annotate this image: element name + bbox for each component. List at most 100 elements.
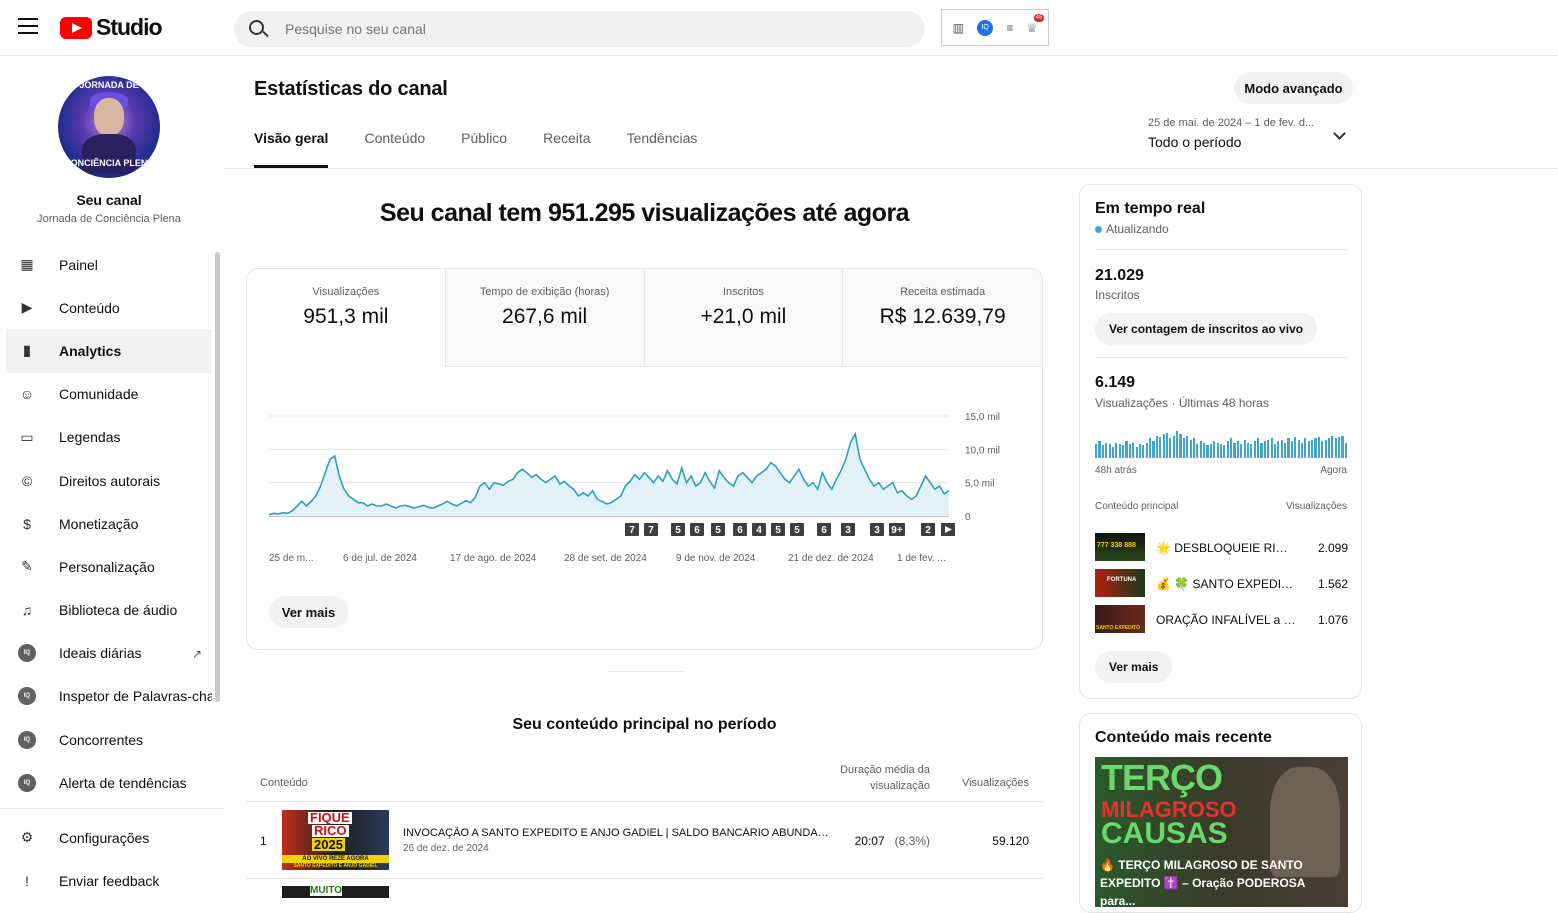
live-subs-button[interactable]: Ver contagem de inscritos ao vivo <box>1095 313 1318 345</box>
divider <box>1095 357 1348 358</box>
series-area <box>269 434 949 516</box>
realtime-bar <box>1260 442 1263 458</box>
views-48h-count: 6.149 <box>1095 374 1136 391</box>
thumb-word: FIQUE <box>308 810 352 825</box>
sidebar-item-feedback[interactable]: ! Enviar feedback <box>6 859 212 902</box>
tab-receita[interactable]: Receita <box>543 130 591 146</box>
realtime-bar <box>1192 438 1196 458</box>
list-item[interactable]: SANTO EXPEDITO ORAÇÃO INFALÍVEL a SANTO … <box>1095 605 1348 635</box>
recent-thumbnail[interactable]: TERÇO MILAGROSO CAUSAS <box>1095 757 1348 907</box>
realtime-bar <box>1098 441 1101 458</box>
sidebar-item-configuracoes[interactable]: ⚙ Configurações <box>6 816 212 859</box>
marker-next-icon[interactable] <box>941 523 955 536</box>
views-chart[interactable]: 0 5,0 mil 10,0 mil 15,0 mil 7 7 5 6 5 6 4 5 5 6 3 3 9+ 2 2… <box>247 399 1043 589</box>
metric-revenue[interactable]: Receita estimada R$ 12.639,79 <box>843 269 1042 367</box>
channel-subtitle: Jornada de Conciência Plena <box>37 213 181 225</box>
list-icon[interactable]: ≡ <box>1006 20 1014 35</box>
video-marker[interactable]: 2 <box>921 523 935 536</box>
search-icon[interactable] <box>249 20 264 35</box>
metric-views[interactable]: Visualizações 951,3 mil <box>247 269 446 367</box>
analytics-icon: ▮ <box>23 342 31 359</box>
realtime-bar <box>1287 438 1290 458</box>
sidebar-scrollbar[interactable] <box>215 252 220 702</box>
see-more-button[interactable]: Ver mais <box>269 596 348 628</box>
tab-visao-geral[interactable]: Visão geral <box>254 130 329 168</box>
channel-name: Seu canal <box>76 192 142 208</box>
col-views[interactable]: Visualizações <box>961 777 1029 789</box>
realtime-bar <box>1108 444 1111 458</box>
rt-col-content: Conteúdo principal <box>1095 501 1179 512</box>
period-selector[interactable]: 25 de mai. de 2024 – 1 de fev. d... Todo… <box>1148 117 1358 150</box>
sidebar-item-personalizacao[interactable]: ✎ Personalização <box>6 545 212 588</box>
sidebar-nav: ▦ Painel ▶ Conteúdo ▮ Analytics ☺ Comunidade… <box>6 243 212 804</box>
sidebar-item-concorrentes[interactable]: IQ Concorrentes <box>6 718 212 761</box>
table-header: Conteúdo Duração média da visualização V… <box>246 760 1043 802</box>
table-row[interactable]: 1 FIQUE RICO 2025 AO VIVO REZE AGORA SAN… <box>246 803 1043 879</box>
trophy-icon[interactable]: ♕ 46 <box>1026 13 1045 35</box>
channel-avatar[interactable]: JORNADA DE CONCIÊNCIA PLENA <box>58 76 160 178</box>
realtime-bar <box>1216 442 1219 458</box>
video-marker[interactable]: 3 <box>841 523 855 536</box>
video-marker[interactable]: 6 <box>733 523 747 536</box>
x-tick-label: 21 de dez. de 2024 <box>788 553 874 564</box>
list-item[interactable]: FORTUNA 💰 🍀 SANTO EXPEDITO 1.562 <box>1095 569 1348 599</box>
divider <box>1095 249 1348 250</box>
sidebar-item-label: Personalização <box>59 558 155 575</box>
sidebar-item-painel[interactable]: ▦ Painel <box>6 243 212 286</box>
video-title[interactable]: INVOCAÇÃO A SANTO EXPEDITO E ANJO GADIEL… <box>403 827 833 839</box>
realtime-bar <box>1122 445 1125 458</box>
video-marker[interactable]: 9+ <box>889 523 905 536</box>
sidebar-item-inspetor[interactable]: IQ Inspetor de Palavras-chave <box>6 675 212 718</box>
tab-publico[interactable]: Público <box>461 130 508 146</box>
realtime-bar <box>1118 444 1121 458</box>
video-marker[interactable]: 6 <box>690 523 704 536</box>
advanced-mode-button[interactable]: Modo avançado <box>1234 72 1353 104</box>
menu-icon[interactable] <box>18 18 38 34</box>
video-marker[interactable]: 7 <box>625 523 639 536</box>
bar-chart-icon[interactable]: ▥ <box>952 20 964 35</box>
tab-tendencias[interactable]: Tendências <box>626 130 698 146</box>
col-duration[interactable]: Duração média da visualização <box>840 764 930 792</box>
list-item[interactable]: 777 338 888 🌟 DESBLOQUEIE RIQUEZA 2.099 <box>1095 533 1348 563</box>
metric-subscribers[interactable]: Inscritos +21,0 mil <box>644 269 844 367</box>
video-marker[interactable]: 5 <box>790 523 804 536</box>
svg-text:2: 2 <box>925 525 931 536</box>
video-marker[interactable]: 5 <box>671 523 685 536</box>
video-thumbnail[interactable]: FIQUE RICO 2025 AO VIVO REZE AGORA SANTO… <box>282 810 389 870</box>
sidebar-item-monetizacao[interactable]: $ Monetização <box>6 502 212 545</box>
studio-logo[interactable]: Studio <box>60 14 163 41</box>
sidebar-item-label: Inspetor de Palavras-chave <box>58 688 212 705</box>
realtime-see-more-button[interactable]: Ver mais <box>1095 651 1173 683</box>
metric-watch-time[interactable]: Tempo de exibição (horas) 267,6 mil <box>445 269 645 367</box>
subs-label: Inscritos <box>1095 288 1140 302</box>
sidebar-item-direitos[interactable]: © Direitos autorais <box>6 459 212 502</box>
realtime-bar <box>1128 444 1131 458</box>
next-video-thumbnail[interactable]: MUITO <box>282 886 389 898</box>
search-bar[interactable] <box>234 11 925 47</box>
sidebar-item-conteudo[interactable]: ▶ Conteúdo <box>6 286 212 329</box>
video-marker[interactable]: 3 <box>870 523 884 536</box>
sidebar-bottom-nav: ⚙ Configurações ! Enviar feedback <box>6 816 212 902</box>
sidebar-item-alerta[interactable]: IQ Alerta de tendências <box>6 761 212 804</box>
realtime-bar-chart[interactable] <box>1095 430 1348 458</box>
video-marker[interactable]: 5 <box>771 523 785 536</box>
sidebar-item-comunidade[interactable]: ☺ Comunidade <box>6 373 212 416</box>
y-tick-label: 15,0 mil <box>965 412 1000 423</box>
video-marker[interactable]: 7 <box>644 523 658 536</box>
series-line[interactable] <box>268 431 950 516</box>
vidiq-badge-icon[interactable]: IQ <box>977 19 994 36</box>
tab-conteudo[interactable]: Conteúdo <box>364 130 426 146</box>
video-marker[interactable]: 6 <box>817 523 831 536</box>
video-marker[interactable]: 4 <box>752 523 766 536</box>
thumb-banner: AO VIVO REZE AGORA <box>282 855 389 863</box>
realtime-bar <box>1199 441 1202 458</box>
sidebar-item-ideias[interactable]: IQ Ideais diárias ↗ <box>6 632 212 675</box>
search-input[interactable] <box>285 11 885 47</box>
y-tick-label: 0 <box>965 512 971 523</box>
channel-headline: Seu canal tem 951.295 visualizações até … <box>379 199 910 227</box>
sidebar-item-analytics[interactable]: ▮ Analytics <box>6 329 212 373</box>
video-marker[interactable]: 5 <box>711 523 725 536</box>
sidebar-item-biblioteca[interactable]: ♫ Biblioteca de áudio <box>6 589 212 632</box>
sidebar-item-legendas[interactable]: ▭ Legendas <box>6 416 212 459</box>
x-tick-label: 6 de jul. de 2024 <box>343 553 417 564</box>
